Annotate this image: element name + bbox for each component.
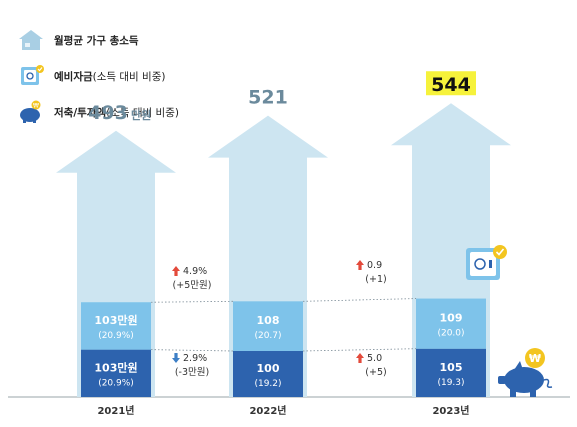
reserve-bar — [233, 301, 303, 351]
income-highlight — [426, 71, 476, 96]
savings-bar — [81, 349, 151, 397]
reserve-change-abs: (+1) — [365, 274, 386, 285]
x-tick-label: 2021년 — [97, 404, 134, 417]
savings-share-label: (20.9%) — [98, 378, 134, 388]
x-tick-label: 2022년 — [249, 404, 286, 417]
legend-reserve-sub: (소득 대비 비중) — [92, 70, 166, 83]
down-arrow-icon — [172, 353, 180, 363]
income-total-label: 493 — [88, 102, 128, 124]
piggy-bank-icon: ₩ — [16, 100, 46, 124]
reserve-value-label: 109 — [440, 312, 463, 325]
savings-value-label: 105 — [440, 361, 463, 374]
income-unit-label: 만원 — [131, 108, 151, 122]
reserve-bar — [81, 302, 151, 350]
reserve-value-label: 103만원 — [94, 313, 137, 327]
reserve-share-label: (20.0) — [437, 329, 464, 339]
savings-change-abs: (-3만원) — [175, 367, 209, 378]
savings-share-label: (19.2) — [254, 379, 281, 389]
savings-change-abs: (+5) — [365, 367, 386, 378]
legend-savings-label: 저축/투자액 — [54, 106, 107, 119]
savings-value-label: 103만원 — [94, 360, 137, 374]
up-arrow-icon — [356, 260, 364, 270]
check-badge — [493, 245, 507, 259]
coin-icon — [525, 348, 545, 368]
up-arrow-icon — [172, 266, 180, 276]
safe-handle — [489, 260, 492, 268]
piggy-leg — [530, 388, 536, 397]
reserve-share-label: (20.7) — [254, 331, 281, 341]
piggy-bank-icon: ₩ — [498, 348, 553, 397]
x-tick-label: 2023년 — [432, 404, 469, 417]
savings-bar — [416, 348, 486, 397]
legend: 월평균 가구 총소득 예비자금(소득 대비 비중) ₩ 저축/투자액(소득 대비… — [16, 28, 179, 136]
piggy-body — [504, 367, 544, 393]
legend-item-savings: ₩ 저축/투자액(소득 대비 비중) — [16, 100, 179, 124]
legend-savings-sub: (소득 대비 비중) — [106, 106, 179, 119]
safe-door — [470, 252, 496, 276]
reserve-value-label: 108 — [257, 314, 280, 327]
safe-icon — [466, 245, 507, 280]
safe-dial — [474, 258, 486, 270]
piggy-snout — [498, 376, 506, 384]
savings-trend-line — [150, 349, 234, 352]
savings-value-label: 100 — [257, 362, 280, 375]
reserve-change-pct: 4.9% — [183, 266, 207, 277]
savings-share-label: (19.3) — [437, 378, 464, 388]
reserve-bar — [416, 298, 486, 349]
piggy-ear — [514, 361, 523, 370]
piggy-leg — [510, 388, 516, 397]
income-total-label: 521 — [248, 87, 288, 109]
legend-item-reserve: 예비자금(소득 대비 비중) — [16, 64, 179, 88]
legend-item-income: 월평균 가구 총소득 — [16, 28, 179, 52]
reserve-change-abs: (+5만원) — [173, 280, 212, 291]
up-arrow-icon — [356, 353, 364, 363]
safe-icon — [16, 64, 46, 88]
house-icon — [16, 28, 46, 52]
reserve-trend-line — [302, 298, 417, 302]
won-symbol: ₩ — [529, 352, 541, 365]
reserve-share-label: (20.9%) — [98, 331, 134, 341]
svg-text:₩: ₩ — [33, 103, 39, 110]
legend-reserve-label: 예비자금 — [54, 70, 93, 83]
piggy-tail — [543, 378, 553, 388]
legend-income-label: 월평균 가구 총소득 — [54, 34, 139, 47]
savings-bar — [233, 351, 303, 397]
reserve-change-pct: 0.9 — [367, 260, 382, 271]
reserve-trend-line — [150, 300, 234, 303]
income-total-label: 544 — [431, 74, 471, 96]
savings-change-pct: 2.9% — [183, 353, 207, 364]
savings-change-pct: 5.0 — [367, 353, 382, 364]
check-mark — [495, 248, 505, 256]
savings-trend-line — [302, 348, 417, 352]
